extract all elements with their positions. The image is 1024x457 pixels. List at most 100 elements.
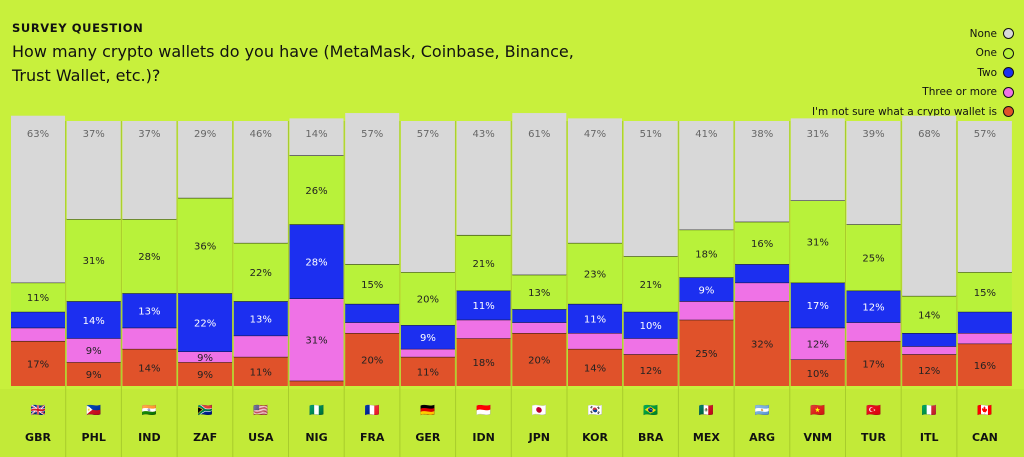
data-label: 23% — [584, 269, 606, 280]
bar-segment-fra — [345, 303, 400, 323]
flag-icon: 🇦🇷 — [755, 403, 770, 417]
survey-kicker: SURVEY QUESTION — [12, 21, 144, 35]
bar-segment-gbr — [11, 340, 65, 386]
category-label: USA — [248, 431, 274, 444]
category-label: ITL — [920, 431, 939, 444]
data-label: 12% — [807, 340, 829, 351]
data-label: 32% — [751, 340, 773, 351]
bar-segment-fra — [345, 322, 400, 333]
bar-segment-kor — [568, 333, 622, 349]
data-label: 16% — [751, 239, 773, 250]
bar-segment-usa — [233, 121, 288, 243]
bar-segment-jpn — [512, 309, 567, 323]
data-label: 17% — [27, 359, 49, 370]
data-label: 13% — [250, 314, 272, 325]
bar-segment-bra — [623, 256, 678, 312]
bar-segment-ind — [122, 327, 177, 349]
bar-segment-ger — [400, 121, 455, 273]
flag-icon: 🇳🇬 — [309, 403, 324, 417]
bar-segment-zaf — [178, 121, 233, 198]
bar-segment-can — [957, 272, 1012, 312]
bar-segment-nig — [289, 155, 344, 225]
category-label: NIG — [305, 431, 327, 444]
bar-segment-nig — [289, 224, 344, 299]
bar-segment-arg — [735, 221, 790, 265]
data-label: 14% — [138, 363, 160, 374]
data-label: 17% — [807, 301, 829, 312]
bar-segment-phl — [66, 121, 121, 220]
legend-label: Three or more — [922, 86, 997, 99]
data-label: 21% — [472, 259, 494, 270]
flag-icon: 🇲🇽 — [699, 403, 714, 417]
data-label: 25% — [695, 349, 717, 360]
bar-segment-usa — [233, 301, 288, 336]
bar-segment-ind — [122, 293, 177, 328]
data-label: 15% — [974, 288, 996, 299]
flag-icon: 🇰🇷 — [588, 403, 603, 417]
bar-segment-itl — [902, 354, 957, 386]
flag-icon: 🇵🇭 — [86, 403, 101, 417]
category-label: JPN — [528, 431, 550, 444]
bar-segment-kor — [568, 242, 622, 304]
bar-segment-idn — [456, 290, 511, 320]
data-label: 12% — [918, 366, 940, 377]
category-label: IND — [138, 431, 160, 444]
data-label: 20% — [417, 295, 439, 306]
legend-item-two: Two — [977, 63, 1014, 83]
data-label: 57% — [974, 129, 996, 140]
legend-item-three-or-more: Three or more — [922, 83, 1014, 103]
data-label: 31% — [807, 129, 829, 140]
bar-segment-mex — [679, 277, 734, 302]
bar-segment-vnm — [790, 282, 845, 328]
data-label: 21% — [640, 280, 662, 291]
data-label: 38% — [751, 129, 773, 140]
data-label: 11% — [584, 314, 606, 325]
legend-label: One — [975, 47, 997, 60]
category-label: GBR — [25, 431, 51, 444]
data-label: 28% — [138, 252, 160, 263]
flag-icon: 🇩🇪 — [420, 403, 435, 417]
legend-swatch — [1003, 28, 1014, 40]
bar-segment-fra — [345, 333, 400, 386]
bar-segment-phl — [66, 338, 121, 363]
legend-item-one: One — [976, 44, 1014, 64]
bar-segment-tur — [846, 322, 901, 341]
flag-icon: 🇿🇦 — [198, 403, 213, 417]
legend-item-not-sure: I'm not sure what a crypto wallet is — [812, 102, 1014, 122]
legend-label: None — [969, 27, 997, 40]
data-label: 16% — [974, 361, 996, 372]
flag-icon: 🇨🇦 — [977, 403, 992, 417]
data-label: 28% — [305, 257, 327, 268]
flag-icon: 🇺🇸 — [253, 403, 268, 417]
category-label: ARG — [749, 431, 775, 444]
category-label: KOR — [582, 431, 608, 444]
category-label: FRA — [360, 431, 385, 444]
category-label: MEX — [693, 431, 720, 444]
bar-segment-bra — [623, 121, 678, 257]
bar-segment-bra — [623, 354, 678, 386]
legend-swatch — [1003, 67, 1014, 79]
bar-segment-idn — [456, 338, 511, 386]
data-label: 9% — [698, 285, 714, 296]
bar-segment-itl — [902, 346, 957, 355]
bar-segment-usa — [233, 242, 288, 302]
data-label: 9% — [420, 333, 436, 344]
data-label: 18% — [472, 358, 494, 369]
bar-segment-ind — [122, 121, 177, 220]
bar-segment-nig — [289, 298, 344, 381]
survey-question: How many crypto wallets do you have (Met… — [12, 42, 574, 85]
data-label: 51% — [640, 129, 662, 140]
data-label: 9% — [86, 346, 102, 357]
bar-segment-zaf — [178, 197, 233, 294]
bar-segment-can — [957, 333, 1012, 344]
data-label: 29% — [194, 129, 216, 140]
bar-segment-ger — [400, 325, 455, 349]
data-label: 12% — [640, 366, 662, 377]
bar-segment-ind — [122, 348, 177, 386]
data-label: 15% — [361, 280, 383, 291]
data-label: 13% — [138, 306, 160, 317]
data-label: 14% — [584, 363, 606, 374]
flag-icon: 🇮🇳 — [142, 403, 157, 417]
bar-segment-vnm — [790, 327, 845, 360]
